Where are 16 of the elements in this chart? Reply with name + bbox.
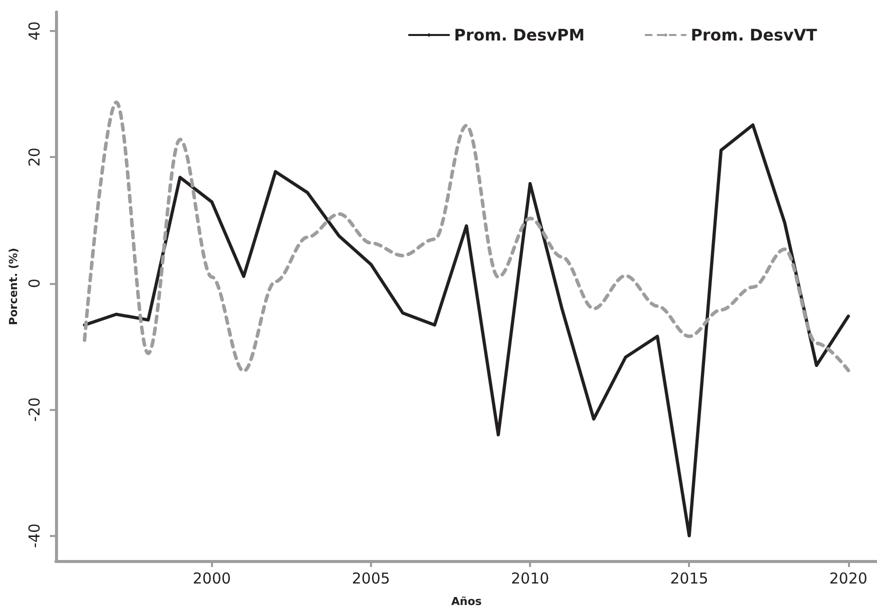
y-tick-label: 20 (25, 148, 44, 167)
x-tick-label: 2005 (352, 570, 390, 588)
y-tick-label: 40 (25, 21, 44, 40)
x-axis-title: Años (451, 595, 482, 608)
y-axis-title: Porcent. (%) (7, 248, 20, 326)
legend-label: Prom. DesvVT (690, 26, 818, 44)
x-tick-label: 2020 (829, 570, 868, 588)
y-tick-label: -20 (25, 397, 44, 422)
line-series (82, 123, 850, 538)
x-tick-label: 2000 (192, 570, 231, 588)
x-tick-label: 2010 (511, 570, 550, 588)
x-tick-label: 2015 (670, 570, 708, 588)
line-series (82, 100, 850, 373)
y-tick-label: 0 (25, 278, 44, 288)
legend-label: Prom. DesvPM (454, 26, 585, 44)
y-tick-label: -40 (25, 524, 44, 548)
